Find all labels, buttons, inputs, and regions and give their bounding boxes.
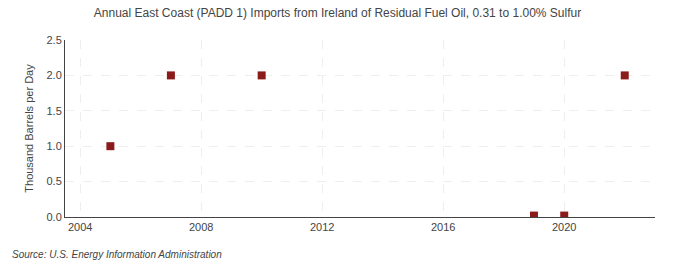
svg-text:2004: 2004 [68, 221, 92, 233]
svg-text:Thousand Barrels per Day: Thousand Barrels per Day [23, 64, 35, 193]
svg-text:2.5: 2.5 [47, 34, 62, 46]
svg-text:1.5: 1.5 [47, 105, 62, 117]
svg-text:2008: 2008 [189, 221, 213, 233]
svg-text:1.0: 1.0 [47, 140, 62, 152]
svg-text:0.5: 0.5 [47, 175, 62, 187]
svg-text:Source: U.S. Energy Informatio: Source: U.S. Energy Information Administ… [12, 249, 222, 260]
svg-text:0.0: 0.0 [47, 211, 62, 223]
svg-text:2016: 2016 [431, 221, 455, 233]
svg-text:Annual East Coast (PADD 1) Imp: Annual East Coast (PADD 1) Imports from … [94, 6, 581, 20]
svg-text:2012: 2012 [310, 221, 334, 233]
svg-text:2.0: 2.0 [47, 69, 62, 81]
svg-text:2020: 2020 [552, 221, 576, 233]
